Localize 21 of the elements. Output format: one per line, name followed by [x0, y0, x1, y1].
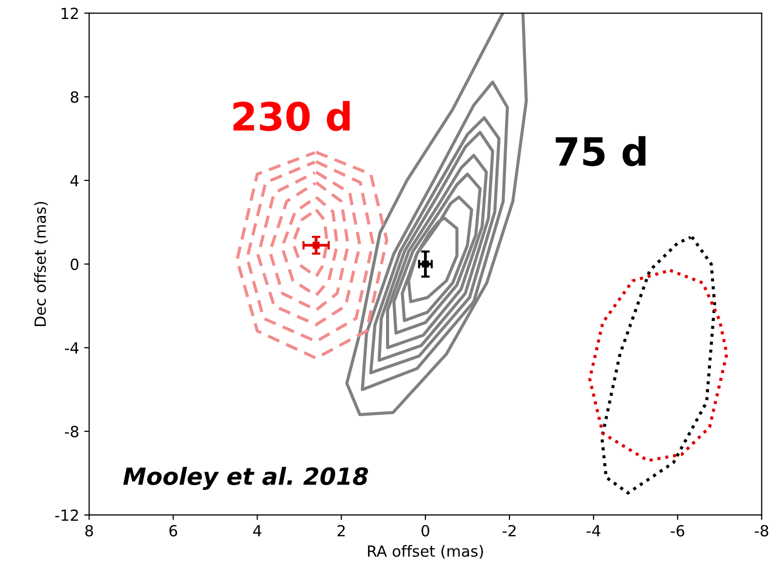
x-axis-title: RA offset (mas) — [368, 545, 483, 559]
x-tick-label: -2 — [502, 524, 516, 536]
y-tick-label: 4 — [70, 175, 79, 186]
y-tick-label: -8 — [64, 426, 78, 438]
x-tick-label: 2 — [338, 524, 345, 536]
annotation: 75 d — [556, 136, 646, 166]
x-tick-label: 6 — [169, 524, 178, 537]
y-axis-title: Dec offset (mas) — [34, 202, 48, 326]
y-tick-label: -4 — [64, 342, 79, 354]
x-tick-label: -6 — [670, 524, 684, 537]
x-tick-label: 4 — [253, 525, 262, 536]
x-tick-label: 8 — [85, 524, 93, 537]
y-tick-label: 8 — [70, 91, 78, 103]
y-tick-label: -12 — [55, 509, 78, 521]
annotation: Mooley et al. 2018 — [123, 466, 368, 490]
y-tick-label: 0 — [70, 258, 78, 270]
annotation: 230 d — [233, 100, 350, 132]
y-tick-label: 12 — [62, 8, 78, 19]
x-tick-label: -8 — [754, 524, 768, 537]
x-tick-label: 0 — [422, 524, 430, 537]
x-tick-label: -4 — [586, 525, 600, 536]
